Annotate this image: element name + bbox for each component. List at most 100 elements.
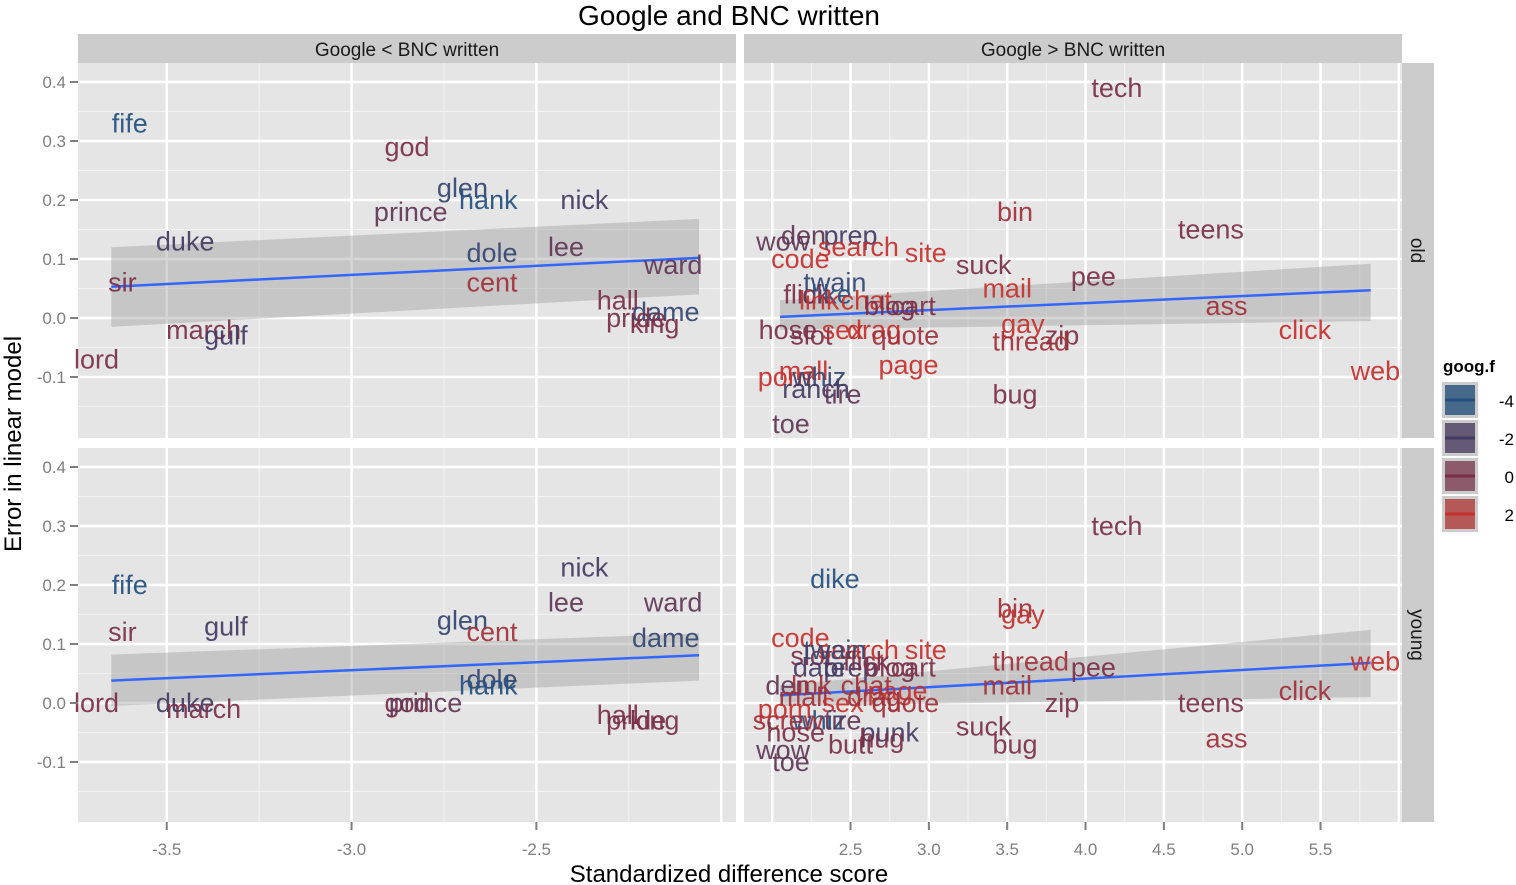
word-label-butt: butt bbox=[828, 729, 874, 759]
word-label-nick: nick bbox=[560, 552, 609, 582]
word-label-sir: sir bbox=[108, 617, 137, 647]
word-label-cart: cart bbox=[891, 291, 937, 321]
word-label-porn: porn bbox=[758, 362, 812, 392]
legend-label: -2 bbox=[1499, 430, 1514, 449]
word-label-prince: prince bbox=[389, 688, 463, 718]
word-label-lee: lee bbox=[548, 232, 584, 262]
word-label-glen: glen bbox=[437, 173, 488, 203]
x-tick-label: 5.0 bbox=[1230, 840, 1254, 859]
word-label-bin: bin bbox=[997, 197, 1033, 227]
facet-strip-col bbox=[78, 34, 736, 63]
word-label-blog: blog bbox=[864, 653, 915, 683]
axes: 0.4 0.3 0.2 0.1 0.0 -0.1 0.4 0.3 0.2 0.1 0.0 -0.1 -3… bbox=[37, 73, 1333, 859]
word-label-thread: thread bbox=[992, 327, 1069, 357]
word-label-suck: suck bbox=[956, 712, 1012, 742]
word-label-duke: duke bbox=[156, 688, 215, 718]
word-label-flick: flick bbox=[843, 647, 890, 677]
y-tick-label: -0.1 bbox=[37, 368, 66, 387]
word-label-toe: toe bbox=[772, 409, 810, 439]
word-label-ward: ward bbox=[643, 250, 703, 280]
word-label-mall: mall bbox=[779, 356, 829, 386]
word-label-sex: sex bbox=[822, 315, 865, 345]
y-tick-label: 0.3 bbox=[42, 517, 66, 536]
word-label-king: king bbox=[630, 309, 680, 339]
legend-label: 0 bbox=[1505, 468, 1514, 487]
x-tick-label: 4.0 bbox=[1074, 840, 1098, 859]
word-label-cent: cent bbox=[466, 268, 518, 298]
word-label-mail: mail bbox=[982, 274, 1032, 304]
word-label-hank: hank bbox=[459, 185, 518, 215]
word-label-twain: twain bbox=[803, 635, 866, 665]
word-label-hose: hose bbox=[759, 315, 818, 345]
word-label-slot: slot bbox=[790, 641, 833, 671]
regression-line bbox=[111, 653, 700, 682]
word-label-bin: bin bbox=[997, 594, 1033, 624]
facet-strip-col-label: Google > BNC written bbox=[981, 40, 1165, 61]
word-label-click: click bbox=[1279, 676, 1332, 706]
word-label-glen: glen bbox=[437, 605, 488, 635]
word-label-bug: bug bbox=[993, 729, 1038, 759]
word-label-web: web bbox=[1350, 356, 1401, 386]
word-label-cart: cart bbox=[891, 653, 937, 683]
word-label-chat: chat bbox=[841, 670, 893, 700]
word-label-zip: zip bbox=[1045, 688, 1080, 718]
word-label-chat: chat bbox=[841, 285, 893, 315]
word-label-dame: dame bbox=[632, 623, 700, 653]
word-label-hall: hall bbox=[597, 700, 639, 730]
y-tick-label: 0.3 bbox=[42, 132, 66, 151]
legend-label: 2 bbox=[1505, 506, 1514, 525]
word-label-zip: zip bbox=[1045, 321, 1080, 351]
word-label-web: web bbox=[1350, 647, 1401, 677]
word-label-pee: pee bbox=[1071, 653, 1116, 683]
word-label-quote: quote bbox=[872, 321, 940, 351]
word-label-teens: teens bbox=[1178, 688, 1244, 718]
word-label-pride: pride bbox=[606, 303, 666, 333]
word-label-pride: pride bbox=[606, 706, 666, 736]
facet-strips: Google < BNC written Google > BNC written… bbox=[78, 34, 1434, 822]
word-label-mail: mail bbox=[982, 670, 1032, 700]
word-label-code: code bbox=[771, 244, 830, 274]
y-tick-label: -0.1 bbox=[37, 753, 66, 772]
word-label-ward: ward bbox=[643, 588, 703, 618]
x-tick-label: 5.5 bbox=[1309, 840, 1333, 859]
word-label-page: page bbox=[878, 350, 938, 380]
word-label-blog: blog bbox=[864, 291, 915, 321]
y-tick-label: 0.2 bbox=[42, 576, 66, 595]
word-label-code: code bbox=[771, 623, 830, 653]
facet-strip-row-label: young bbox=[1406, 609, 1427, 661]
word-label-drag: drag bbox=[847, 682, 901, 712]
word-label-dike: dike bbox=[802, 279, 852, 309]
x-tick-label: 3.0 bbox=[917, 840, 941, 859]
confidence-band bbox=[111, 633, 700, 706]
word-label-gulf: gulf bbox=[204, 611, 248, 641]
word-label-den: den bbox=[765, 670, 810, 700]
word-label-dame: dame bbox=[632, 297, 700, 327]
word-label-ass: ass bbox=[1206, 723, 1248, 753]
word-label-fife: fife bbox=[112, 108, 148, 138]
word-label-lord: lord bbox=[74, 344, 119, 374]
word-label-march: march bbox=[166, 694, 241, 724]
legend: goog.f-4 -2 0 2 bbox=[1436, 345, 1516, 545]
legend-title: goog.f bbox=[1443, 357, 1495, 376]
y-tick-label: 0.2 bbox=[42, 191, 66, 210]
word-label-bug: bug bbox=[993, 380, 1038, 410]
word-label-hall: hall bbox=[597, 285, 639, 315]
facet-strip-row bbox=[1402, 63, 1434, 438]
word-label-duke: duke bbox=[156, 226, 215, 256]
word-label-flick: flick bbox=[783, 279, 830, 309]
chart-title: Google and BNC written bbox=[578, 0, 880, 31]
word-label-wow: wow bbox=[755, 735, 811, 765]
regression-line bbox=[111, 256, 700, 288]
word-label-dike: dike bbox=[810, 564, 860, 594]
word-label-date: date bbox=[793, 653, 846, 683]
word-label-gay: gay bbox=[1001, 600, 1045, 630]
y-tick-label: 0.4 bbox=[42, 73, 66, 92]
word-label-king: king bbox=[630, 706, 680, 736]
legend-label: -4 bbox=[1499, 392, 1514, 411]
word-label-slot: slot bbox=[790, 321, 833, 351]
